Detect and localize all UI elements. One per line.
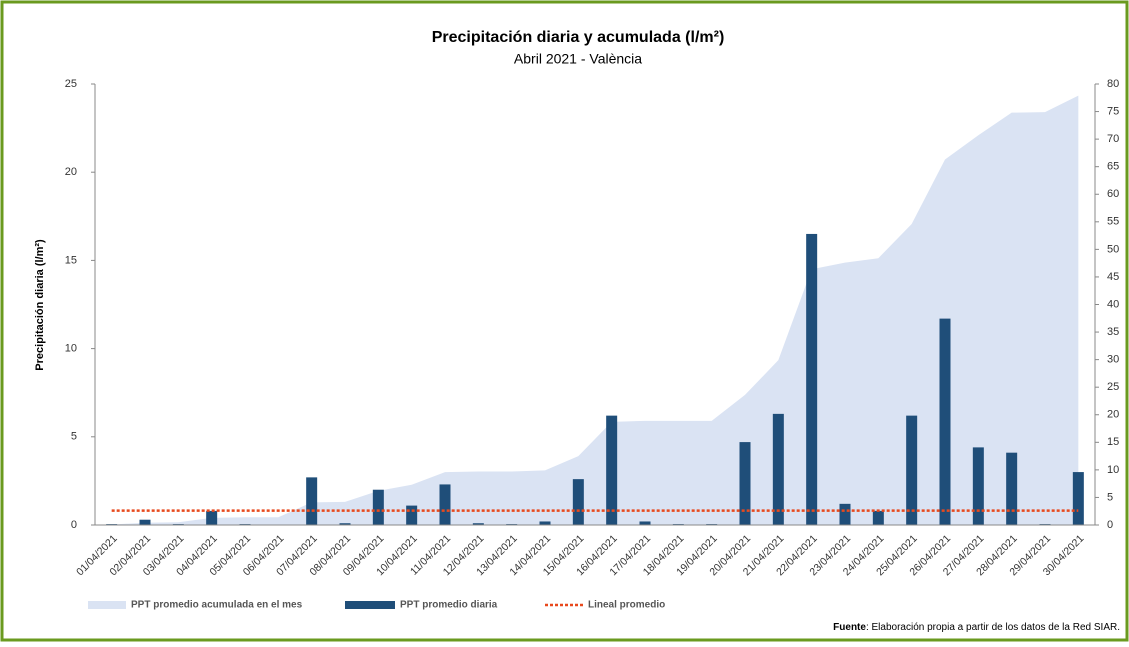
bar <box>972 447 984 525</box>
legend-item: PPT promedio diaria <box>345 600 498 611</box>
y2-tick-label: 70 <box>1107 133 1119 145</box>
y-tick-label: 10 <box>65 343 77 355</box>
bar <box>406 505 418 525</box>
bar <box>439 484 451 525</box>
legend-swatch <box>88 601 126 609</box>
legend-item: PPT promedio acumulada en el mes <box>88 600 303 611</box>
bar <box>906 415 918 525</box>
y2-tick-label: 0 <box>1107 519 1113 531</box>
y2-tick-label: 5 <box>1107 491 1113 503</box>
y-tick-label: 20 <box>65 166 77 178</box>
bar <box>206 510 218 525</box>
legend-item: Lineal promedio <box>545 600 665 611</box>
bar <box>806 233 818 525</box>
y2-tick-label: 15 <box>1107 436 1119 448</box>
y2-tick-label: 50 <box>1107 243 1119 255</box>
y2-tick-label: 55 <box>1107 216 1119 228</box>
y2-tick-label: 30 <box>1107 354 1119 366</box>
bar <box>1072 472 1084 525</box>
legend-label: Lineal promedio <box>588 600 665 611</box>
chart-title: Precipitación diaria y acumulada (l/m²) <box>432 29 725 46</box>
bar <box>306 477 318 525</box>
bar <box>839 503 851 525</box>
y2-tick-label: 60 <box>1107 188 1119 200</box>
bar <box>339 523 351 525</box>
y2-tick-label: 45 <box>1107 271 1119 283</box>
bar <box>872 510 884 525</box>
y-tick-label: 15 <box>65 254 77 266</box>
bar <box>639 521 651 525</box>
y2-tick-label: 80 <box>1107 78 1119 90</box>
y-axis-label: Precipitación diaria (l/m²) <box>34 239 46 371</box>
source-text: : Elaboración propia a partir de los dat… <box>866 622 1120 633</box>
y-tick-label: 5 <box>71 431 77 443</box>
source-note: Fuente: Elaboración propia a partir de l… <box>833 622 1120 633</box>
bar <box>606 415 618 525</box>
y2-tick-label: 25 <box>1107 381 1119 393</box>
bar <box>539 521 551 525</box>
bar <box>739 442 751 525</box>
bar <box>572 479 584 525</box>
legend-swatch <box>345 601 395 609</box>
area <box>111 95 1079 526</box>
bar <box>372 489 384 525</box>
y2-tick-label: 20 <box>1107 409 1119 421</box>
y2-tick-label: 40 <box>1107 298 1119 310</box>
legend-label: PPT promedio acumulada en el mes <box>131 600 303 611</box>
y2-tick-label: 35 <box>1107 326 1119 338</box>
bar <box>939 318 951 525</box>
bar <box>772 413 784 525</box>
y2-tick-label: 65 <box>1107 161 1119 173</box>
legend-label: PPT promedio diaria <box>400 600 498 611</box>
y2-tick-label: 10 <box>1107 464 1119 476</box>
chart-subtitle: Abril 2021 - València <box>514 51 642 67</box>
y-tick-label: 25 <box>65 78 77 90</box>
source-label: Fuente <box>833 622 866 633</box>
bar <box>139 519 151 525</box>
y2-tick-label: 75 <box>1107 105 1119 117</box>
y-tick-label: 0 <box>71 519 77 531</box>
bar <box>472 523 484 525</box>
bar <box>1006 452 1018 525</box>
